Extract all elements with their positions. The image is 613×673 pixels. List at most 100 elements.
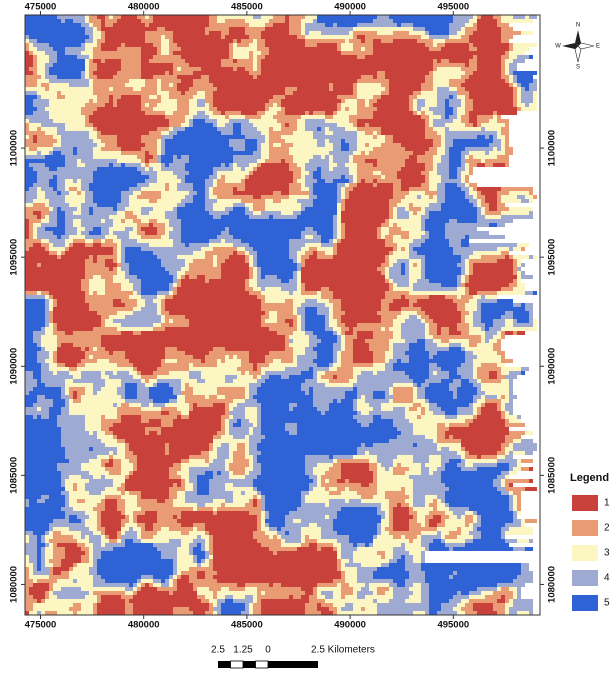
raster-cell xyxy=(237,247,245,251)
raster-cell xyxy=(337,183,345,187)
raster-cell xyxy=(145,431,149,435)
raster-cell xyxy=(49,355,53,359)
raster-cell xyxy=(25,491,61,495)
raster-cell xyxy=(413,583,421,587)
raster-cell xyxy=(209,175,217,179)
raster-cell xyxy=(125,607,133,611)
raster-cell xyxy=(177,359,201,363)
raster-cell xyxy=(305,299,317,303)
raster-cell xyxy=(81,43,85,47)
raster-cell xyxy=(477,399,485,403)
raster-cell xyxy=(209,607,213,611)
raster-cell xyxy=(25,187,29,191)
raster-cell xyxy=(149,243,173,247)
raster-cell xyxy=(89,431,93,435)
raster-cell xyxy=(141,135,161,139)
raster-cell xyxy=(85,47,93,51)
raster-cell xyxy=(389,507,393,511)
raster-cell xyxy=(137,395,149,399)
raster-cell xyxy=(25,539,29,543)
raster-cell xyxy=(37,547,41,551)
raster-cell xyxy=(361,411,369,415)
raster-cell xyxy=(369,467,377,471)
raster-cell xyxy=(461,259,465,263)
raster-cell xyxy=(193,195,205,199)
raster-cell xyxy=(317,483,321,487)
raster-cell xyxy=(437,91,457,95)
raster-cell xyxy=(377,507,381,511)
raster-cell xyxy=(513,43,537,47)
raster-cell xyxy=(429,587,477,591)
raster-cell xyxy=(305,331,313,335)
raster-cell xyxy=(457,167,465,171)
raster-cell xyxy=(41,371,53,375)
raster-cell xyxy=(45,215,49,219)
raster-cell xyxy=(105,59,121,63)
raster-cell xyxy=(165,579,169,583)
raster-cell xyxy=(437,531,441,535)
raster-cell xyxy=(181,47,229,51)
raster-cell xyxy=(305,327,325,331)
raster-cell xyxy=(129,279,141,283)
raster-cell xyxy=(301,175,305,179)
raster-cell xyxy=(517,611,529,615)
raster-cell xyxy=(65,399,69,403)
raster-cell xyxy=(465,111,469,115)
raster-cell xyxy=(169,235,181,239)
raster-cell xyxy=(421,411,425,415)
raster-cell xyxy=(481,363,497,367)
raster-cell xyxy=(257,447,357,451)
raster-cell xyxy=(109,471,121,475)
raster-cell xyxy=(469,75,501,79)
raster-cell xyxy=(45,195,65,199)
raster-cell xyxy=(305,319,325,323)
raster-cell xyxy=(417,515,425,519)
raster-cell xyxy=(265,287,281,291)
raster-cell xyxy=(221,607,245,611)
raster-cell xyxy=(121,239,137,243)
raster-cell xyxy=(481,411,501,415)
raster-cell xyxy=(213,443,221,447)
raster-cell xyxy=(101,491,121,495)
raster-cell xyxy=(349,327,353,331)
raster-cell xyxy=(457,107,465,111)
raster-cell xyxy=(325,251,333,255)
raster-cell xyxy=(57,187,65,191)
raster-cell xyxy=(433,539,441,543)
raster-cell xyxy=(341,335,345,339)
raster-cell xyxy=(197,479,209,483)
raster-cell xyxy=(37,415,41,419)
raster-cell xyxy=(401,327,425,331)
raster-cell xyxy=(57,255,61,259)
raster-cell xyxy=(465,163,469,167)
raster-cell xyxy=(361,179,365,183)
raster-cell xyxy=(45,227,65,231)
raster-cell xyxy=(437,103,445,107)
raster-cell xyxy=(81,399,125,403)
raster-cell xyxy=(345,163,357,167)
raster-cell xyxy=(357,595,365,599)
raster-cell xyxy=(165,35,173,39)
raster-cell xyxy=(157,47,161,51)
raster-cell xyxy=(253,59,257,63)
raster-cell xyxy=(253,395,313,399)
raster-cell xyxy=(465,167,469,171)
raster-cell xyxy=(385,511,389,515)
raster-cell xyxy=(53,175,57,179)
raster-cell xyxy=(117,535,121,539)
raster-cell xyxy=(81,231,89,235)
raster-cell xyxy=(245,451,249,455)
raster-cell xyxy=(189,119,193,123)
raster-cell xyxy=(105,103,113,107)
raster-cell xyxy=(89,255,93,259)
raster-cell xyxy=(209,103,213,107)
raster-cell xyxy=(445,143,453,147)
raster-cell xyxy=(213,603,217,607)
raster-cell xyxy=(429,543,445,547)
raster-cell xyxy=(525,303,533,307)
raster-cell xyxy=(233,251,237,255)
raster-cell xyxy=(73,603,81,607)
raster-cell xyxy=(453,95,457,99)
raster-cell xyxy=(425,99,437,103)
raster-cell xyxy=(457,515,461,519)
